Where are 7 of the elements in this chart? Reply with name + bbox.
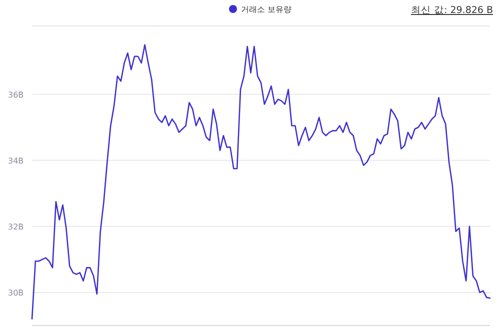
legend-label: 거래소 보유량 xyxy=(241,5,292,14)
text: 최신 값: 29.826 B xyxy=(410,5,493,16)
line-series xyxy=(31,44,491,320)
y-tick-label: 30B xyxy=(8,288,24,298)
y-tick-label: 36B xyxy=(8,90,24,100)
y-tick-label: 32B xyxy=(8,222,24,232)
y-tick-label: 34B xyxy=(8,156,24,166)
